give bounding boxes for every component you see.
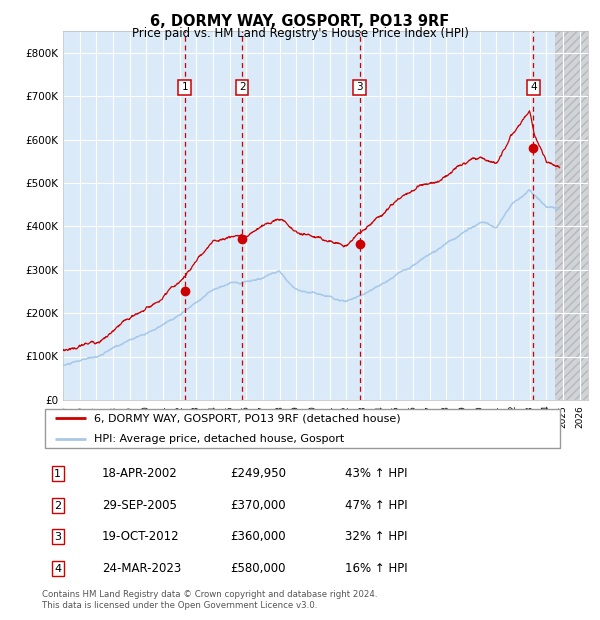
Text: 43% ↑ HPI: 43% ↑ HPI [345,467,407,481]
Text: 3: 3 [54,531,61,542]
Bar [554,31,588,400]
Text: 3: 3 [356,82,363,92]
Text: £370,000: £370,000 [230,500,286,512]
Text: This data is licensed under the Open Government Licence v3.0.: This data is licensed under the Open Gov… [42,601,317,611]
Text: £360,000: £360,000 [230,530,286,543]
Text: Contains HM Land Registry data © Crown copyright and database right 2024.: Contains HM Land Registry data © Crown c… [42,590,377,600]
Text: Price paid vs. HM Land Registry's House Price Index (HPI): Price paid vs. HM Land Registry's House … [131,27,469,40]
Text: 18-APR-2002: 18-APR-2002 [102,467,178,481]
Text: 1: 1 [181,82,188,92]
Text: 29-SEP-2005: 29-SEP-2005 [102,500,177,512]
Text: £249,950: £249,950 [230,467,286,481]
Text: 6, DORMY WAY, GOSPORT, PO13 9RF: 6, DORMY WAY, GOSPORT, PO13 9RF [151,14,449,29]
Text: HPI: Average price, detached house, Gosport: HPI: Average price, detached house, Gosp… [94,433,344,443]
FancyBboxPatch shape [44,409,560,448]
Text: 24-MAR-2023: 24-MAR-2023 [102,562,181,575]
Text: 4: 4 [54,564,61,574]
Text: 6, DORMY WAY, GOSPORT, PO13 9RF (detached house): 6, DORMY WAY, GOSPORT, PO13 9RF (detache… [94,414,401,423]
Text: 16% ↑ HPI: 16% ↑ HPI [345,562,407,575]
Text: 47% ↑ HPI: 47% ↑ HPI [345,500,407,512]
Text: £580,000: £580,000 [230,562,286,575]
Text: 19-OCT-2012: 19-OCT-2012 [102,530,179,543]
Text: 2: 2 [54,501,61,511]
Text: 4: 4 [530,82,537,92]
Text: 2: 2 [239,82,245,92]
Text: 32% ↑ HPI: 32% ↑ HPI [345,530,407,543]
Text: 1: 1 [54,469,61,479]
